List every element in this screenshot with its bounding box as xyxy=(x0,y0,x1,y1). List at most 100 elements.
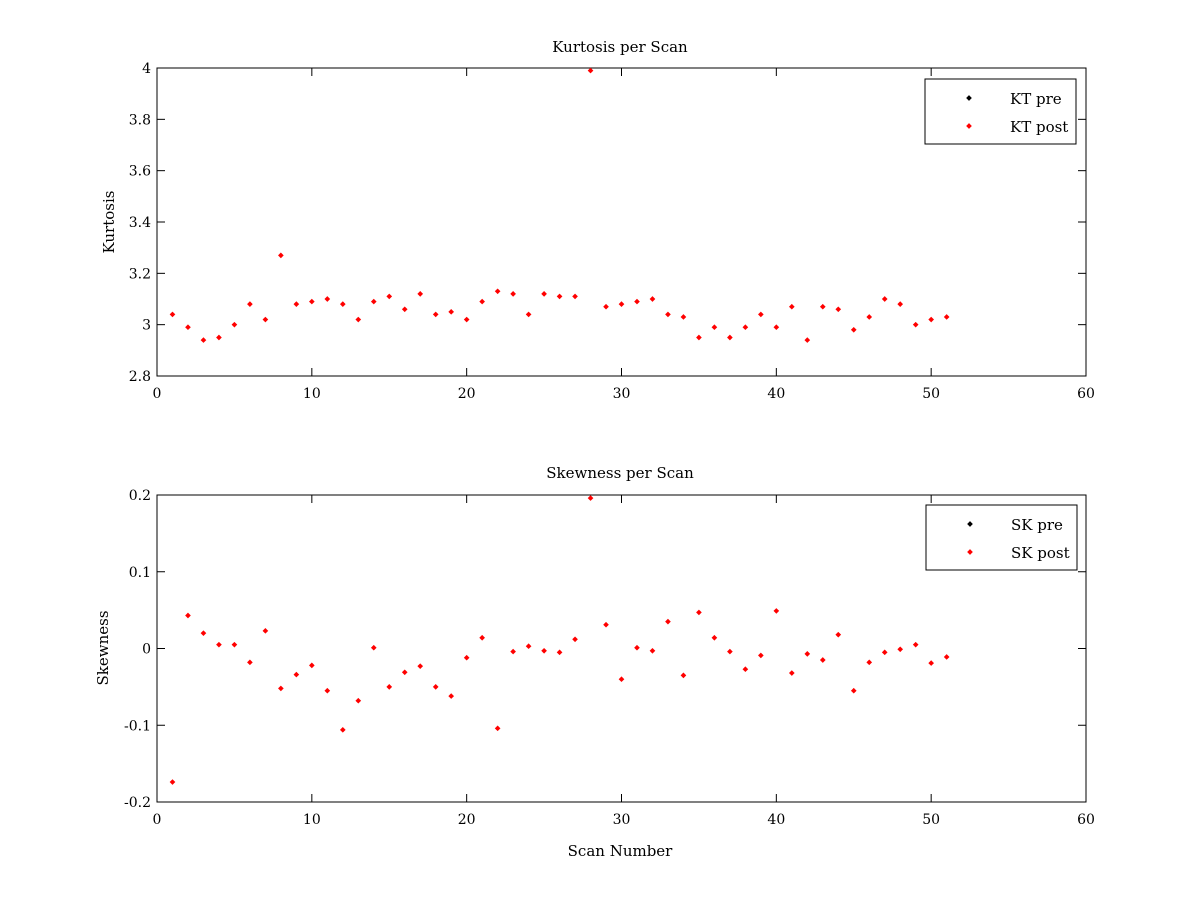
kurtosis-point xyxy=(231,321,238,328)
kurtosis-point xyxy=(525,311,532,318)
kurtosis-point xyxy=(169,311,176,318)
kurtosis-point xyxy=(634,298,640,305)
kurtosis-y-tick-label: 3 xyxy=(142,318,151,334)
kurtosis-point xyxy=(572,293,578,300)
skewness-point xyxy=(773,608,780,614)
skewness-x-tick-label: 60 xyxy=(1077,812,1095,828)
kurtosis-y-tick-label: 3.6 xyxy=(129,164,151,180)
kurtosis-x-tick-label: 30 xyxy=(613,386,631,402)
kurtosis-point xyxy=(850,326,857,333)
skewness-panel: Skewness per Scan Skewness Scan Number 0… xyxy=(94,464,1095,860)
kurtosis-point xyxy=(185,324,191,331)
skewness-x-tick-label: 0 xyxy=(153,812,162,828)
kurtosis-point xyxy=(742,324,749,331)
skewness-point xyxy=(696,609,702,616)
kurtosis-x-tick-label: 40 xyxy=(767,386,785,402)
skewness-point xyxy=(432,684,439,690)
skewness-point xyxy=(912,641,919,648)
kurtosis-point xyxy=(758,311,764,318)
kurtosis-x-tick-label: 0 xyxy=(153,386,162,402)
skewness-point xyxy=(943,654,950,660)
skewness-point xyxy=(386,684,393,690)
skewness-point xyxy=(680,672,687,679)
skewness-point xyxy=(355,697,362,704)
skewness-y-tick-label: 0.2 xyxy=(129,488,151,504)
kurtosis-legend xyxy=(924,78,1077,145)
skewness-point xyxy=(603,621,609,628)
kurtosis-point xyxy=(293,301,300,307)
skewness-point xyxy=(185,612,191,619)
kurtosis-point xyxy=(788,303,795,310)
skewness-point xyxy=(587,495,594,501)
kurtosis-point xyxy=(711,324,718,331)
skewness-point xyxy=(572,636,578,643)
kurtosis-point xyxy=(804,337,811,343)
skewness-y-label: Skewness xyxy=(94,610,112,685)
kurtosis-plot-area: 0 10 20 30 40 50 60 2.8 3 3.2 3.4 3.6 3.8 4 KT pre KT p… xyxy=(129,61,1095,402)
kurtosis-point xyxy=(866,314,873,320)
kurtosis-point xyxy=(587,67,594,74)
skewness-point xyxy=(231,641,238,648)
kurtosis-legend-label: KT post xyxy=(1010,118,1068,136)
skewness-x-tick-label: 40 xyxy=(767,812,785,828)
kurtosis-y-tick-label: 3.2 xyxy=(129,266,151,282)
kurtosis-point xyxy=(216,334,222,341)
skewness-point xyxy=(247,659,253,666)
skewness-point xyxy=(200,630,207,636)
kurtosis-point xyxy=(881,296,888,302)
kurtosis-point xyxy=(773,324,780,331)
kurtosis-point xyxy=(819,303,826,310)
skewness-title: Skewness per Scan xyxy=(546,464,694,482)
skewness-point xyxy=(819,657,826,663)
skewness-point xyxy=(866,659,873,666)
kurtosis-title: Kurtosis per Scan xyxy=(552,38,688,56)
kurtosis-point xyxy=(247,301,253,307)
skewness-x-tick-label: 50 xyxy=(922,812,940,828)
skewness-point xyxy=(788,670,795,676)
skewness-point xyxy=(510,648,516,655)
kurtosis-point xyxy=(680,314,687,320)
kurtosis-point xyxy=(649,296,656,302)
kurtosis-panel: Kurtosis per Scan Kurtosis 0 10 20 30 40 50 60… xyxy=(100,38,1095,402)
kurtosis-y-label: Kurtosis xyxy=(100,191,118,254)
kurtosis-x-tick-label: 60 xyxy=(1077,386,1095,402)
kurtosis-y-tick-label: 2.8 xyxy=(129,369,151,385)
kurtosis-point xyxy=(943,314,950,320)
skewness-point xyxy=(618,676,625,683)
skewness-point xyxy=(634,644,640,651)
skewness-point xyxy=(881,649,888,656)
kurtosis-point xyxy=(200,337,207,343)
skewness-point xyxy=(278,685,284,692)
skewness-point xyxy=(804,651,811,657)
kurtosis-point xyxy=(928,316,934,323)
skewness-point xyxy=(293,671,300,678)
skewness-y-tick-label: 0.1 xyxy=(129,565,151,581)
kurtosis-point xyxy=(278,252,284,259)
skewness-point xyxy=(324,687,331,694)
skewness-y-tick-label: 0 xyxy=(142,642,151,658)
skewness-point xyxy=(897,646,904,653)
skewness-point xyxy=(727,648,733,655)
kurtosis-legend-marker xyxy=(966,123,972,129)
kurtosis-point xyxy=(386,293,393,300)
kurtosis-point xyxy=(355,316,362,323)
kurtosis-point xyxy=(835,306,842,313)
kurtosis-y-tick-label: 4 xyxy=(142,61,151,77)
skewness-x-tick-label: 10 xyxy=(303,812,321,828)
skewness-point xyxy=(556,649,563,656)
kurtosis-point xyxy=(463,316,470,323)
kurtosis-point xyxy=(494,288,501,295)
kurtosis-point xyxy=(603,303,609,310)
kurtosis-point xyxy=(324,296,331,302)
kurtosis-legend-label: KT pre xyxy=(1010,90,1062,108)
skewness-legend-label: SK pre xyxy=(1011,516,1063,534)
skewness-point xyxy=(448,693,455,699)
skewness-legend-marker xyxy=(967,521,973,527)
skewness-point xyxy=(742,666,749,673)
skewness-x-tick-label: 20 xyxy=(458,812,476,828)
skewness-point xyxy=(309,662,315,669)
skewness-legend xyxy=(925,504,1078,571)
kurtosis-point xyxy=(556,293,563,300)
skewness-point xyxy=(216,641,222,648)
